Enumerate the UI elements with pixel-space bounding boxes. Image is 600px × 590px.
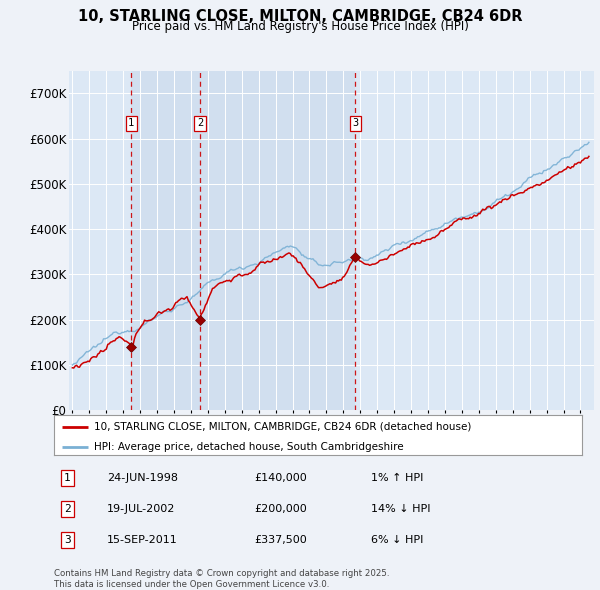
Text: 10, STARLING CLOSE, MILTON, CAMBRIDGE, CB24 6DR (detached house): 10, STARLING CLOSE, MILTON, CAMBRIDGE, C… [94,422,471,432]
Text: Contains HM Land Registry data © Crown copyright and database right 2025.
This d: Contains HM Land Registry data © Crown c… [54,569,389,589]
Text: £140,000: £140,000 [254,473,307,483]
Text: £337,500: £337,500 [254,535,307,545]
Text: 15-SEP-2011: 15-SEP-2011 [107,535,178,545]
Text: 1% ↑ HPI: 1% ↑ HPI [371,473,423,483]
Text: 19-JUL-2002: 19-JUL-2002 [107,504,175,514]
Text: 10, STARLING CLOSE, MILTON, CAMBRIDGE, CB24 6DR: 10, STARLING CLOSE, MILTON, CAMBRIDGE, C… [78,9,522,24]
Text: 3: 3 [64,535,71,545]
Text: 2: 2 [64,504,71,514]
Text: 14% ↓ HPI: 14% ↓ HPI [371,504,430,514]
Text: 1: 1 [64,473,71,483]
Text: Price paid vs. HM Land Registry's House Price Index (HPI): Price paid vs. HM Land Registry's House … [131,20,469,33]
Text: 24-JUN-1998: 24-JUN-1998 [107,473,178,483]
Text: 3: 3 [352,119,359,129]
Text: 1: 1 [128,119,134,129]
Text: £200,000: £200,000 [254,504,307,514]
Bar [200,71,355,410]
Text: 6% ↓ HPI: 6% ↓ HPI [371,535,423,545]
Text: HPI: Average price, detached house, South Cambridgeshire: HPI: Average price, detached house, Sout… [94,442,403,452]
Bar [131,71,200,410]
Text: 2: 2 [197,119,203,129]
